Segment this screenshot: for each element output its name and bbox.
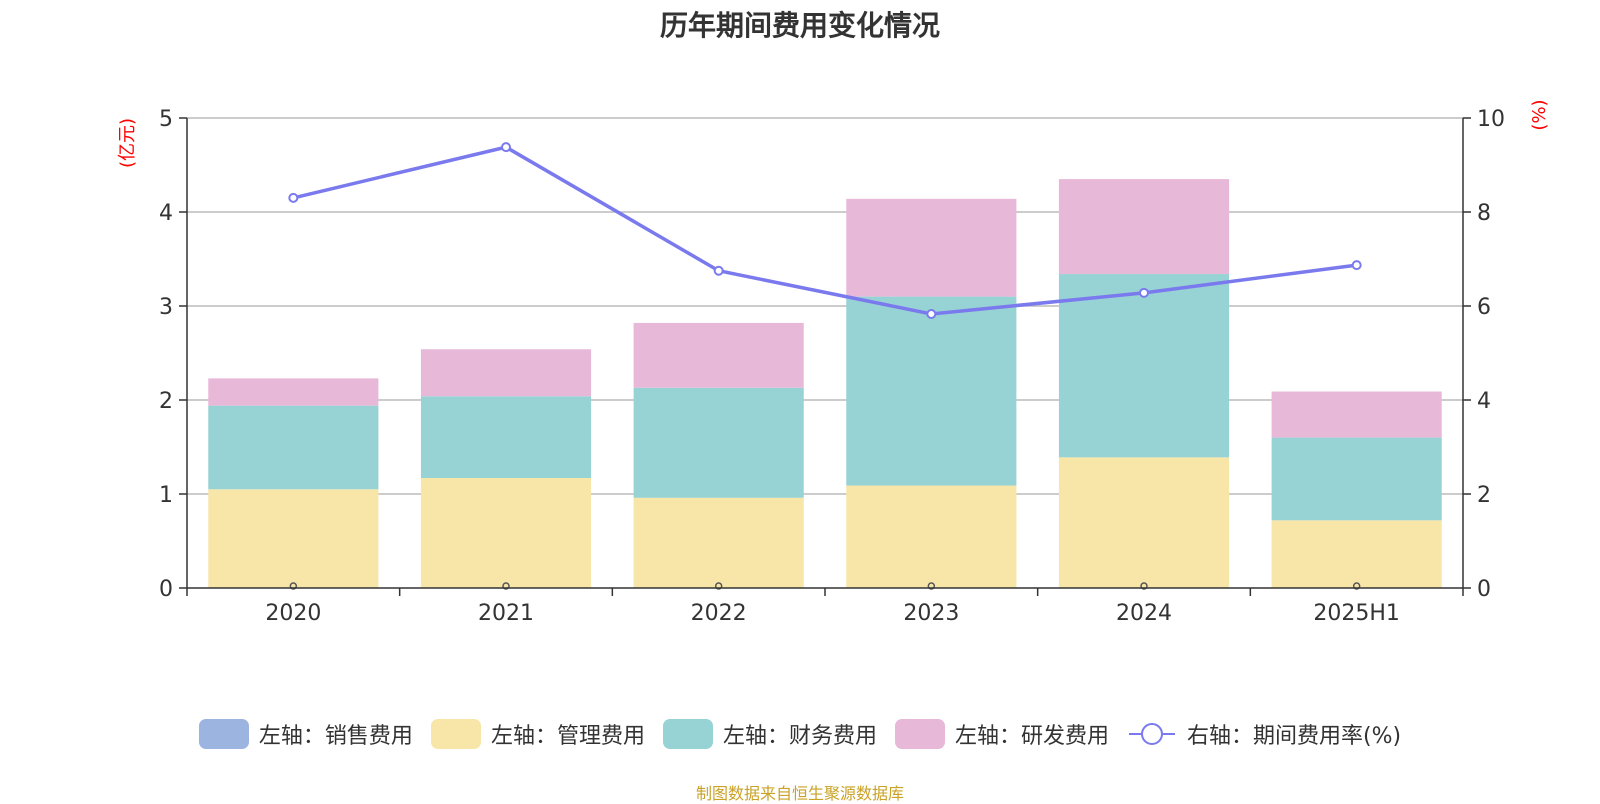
bar-segment (1271, 520, 1442, 588)
bar-segment (208, 489, 379, 588)
right-axis-tick-label: 10 (1477, 107, 1505, 132)
bar-segment (633, 387, 804, 498)
x-axis-tick-label: 2023 (903, 601, 959, 626)
legend-item[interactable]: 左轴：财务费用 (662, 718, 877, 750)
left-axis-tick-label: 4 (159, 201, 173, 226)
bar-segment (1058, 457, 1230, 588)
rate-line (288, 142, 1362, 319)
grid-lines (187, 117, 1463, 495)
bars (208, 179, 1442, 590)
bar-segment (846, 198, 1017, 297)
legend-swatch (198, 719, 249, 749)
right-axis-tick-label: 6 (1477, 295, 1491, 320)
legend-item[interactable]: 左轴：销售费用 (198, 718, 413, 750)
x-axis-tick-label: 2025H1 (1313, 601, 1400, 626)
x-axis-tick-label: 2022 (691, 601, 747, 626)
bar-segment (208, 405, 379, 490)
zero-marker (927, 582, 936, 590)
bar-segment (1271, 437, 1442, 521)
bar-segment (420, 349, 592, 397)
left-axis-tick-label: 5 (159, 107, 173, 132)
x-axis-tick-label: 2021 (478, 601, 534, 626)
left-axis-tick-label: 2 (159, 389, 173, 414)
zero-marker (714, 582, 723, 590)
bar-segment (420, 478, 592, 588)
legend-label: 左轴：财务费用 (722, 724, 877, 749)
bar-segment (633, 322, 804, 388)
left-axis-tick-label: 0 (159, 577, 173, 602)
zero-marker (289, 582, 298, 590)
bar-segment (208, 378, 379, 406)
axes: 0 1 2 3 4 5 0 2 4 6 8 10 2020 2021 2022 2023 2024 2025H1 (159, 107, 1505, 626)
rate-line-path (292, 145, 1357, 316)
legend-label: 左轴：管理费用 (490, 724, 645, 749)
legend-swatch (894, 719, 945, 749)
zero-marker (502, 582, 510, 590)
right-axis-tick-label: 8 (1477, 201, 1491, 226)
rate-point (288, 192, 299, 203)
bar-segment (846, 485, 1017, 588)
bar-segment (846, 296, 1017, 486)
rate-point (926, 308, 937, 319)
zero-marker (1140, 582, 1148, 590)
legend-swatch (430, 719, 481, 749)
chart-title: 历年期间费用变化情况 (659, 9, 940, 42)
right-axis-tick-label: 0 (1477, 577, 1491, 602)
right-axis-unit-label: (%) (1529, 99, 1550, 130)
zero-marker (1352, 582, 1361, 590)
x-axis-tick-label: 2020 (265, 601, 321, 626)
source-note: 制图数据来自恒生聚源数据库 (695, 784, 904, 803)
legend-label: 左轴：研发费用 (954, 724, 1109, 749)
legend-item[interactable]: 左轴：管理费用 (430, 718, 645, 750)
legend-label: 右轴：期间费用率(%) (1186, 724, 1402, 749)
x-axis-tick-label: 2024 (1116, 601, 1172, 626)
legend: 左轴：销售费用 左轴：管理费用 左轴：财务费用 左轴：研发费用 右轴：期间费用率(%) (0, 718, 1600, 750)
bar-segment (1058, 274, 1230, 458)
bar-segment (420, 396, 592, 479)
left-axis-tick-label: 3 (159, 295, 173, 320)
bar-segment (1271, 391, 1442, 438)
rate-point (1139, 287, 1149, 298)
bar-segment (1058, 179, 1230, 275)
left-axis-unit-label: (亿元) (117, 118, 138, 168)
legend-item[interactable]: 右轴：期间费用率(%) (1127, 718, 1401, 750)
legend-label: 左轴：销售费用 (258, 724, 413, 749)
rate-point (501, 142, 511, 153)
left-axis-tick-label: 1 (159, 483, 173, 508)
right-axis-tick-label: 2 (1477, 483, 1491, 508)
rate-point (713, 265, 724, 276)
legend-line-icon (1128, 723, 1175, 745)
right-axis-tick-label: 4 (1477, 389, 1491, 414)
bar-segment (633, 497, 804, 588)
rate-point (1351, 260, 1362, 271)
legend-item[interactable]: 左轴：研发费用 (894, 718, 1109, 750)
legend-swatch (662, 719, 713, 749)
